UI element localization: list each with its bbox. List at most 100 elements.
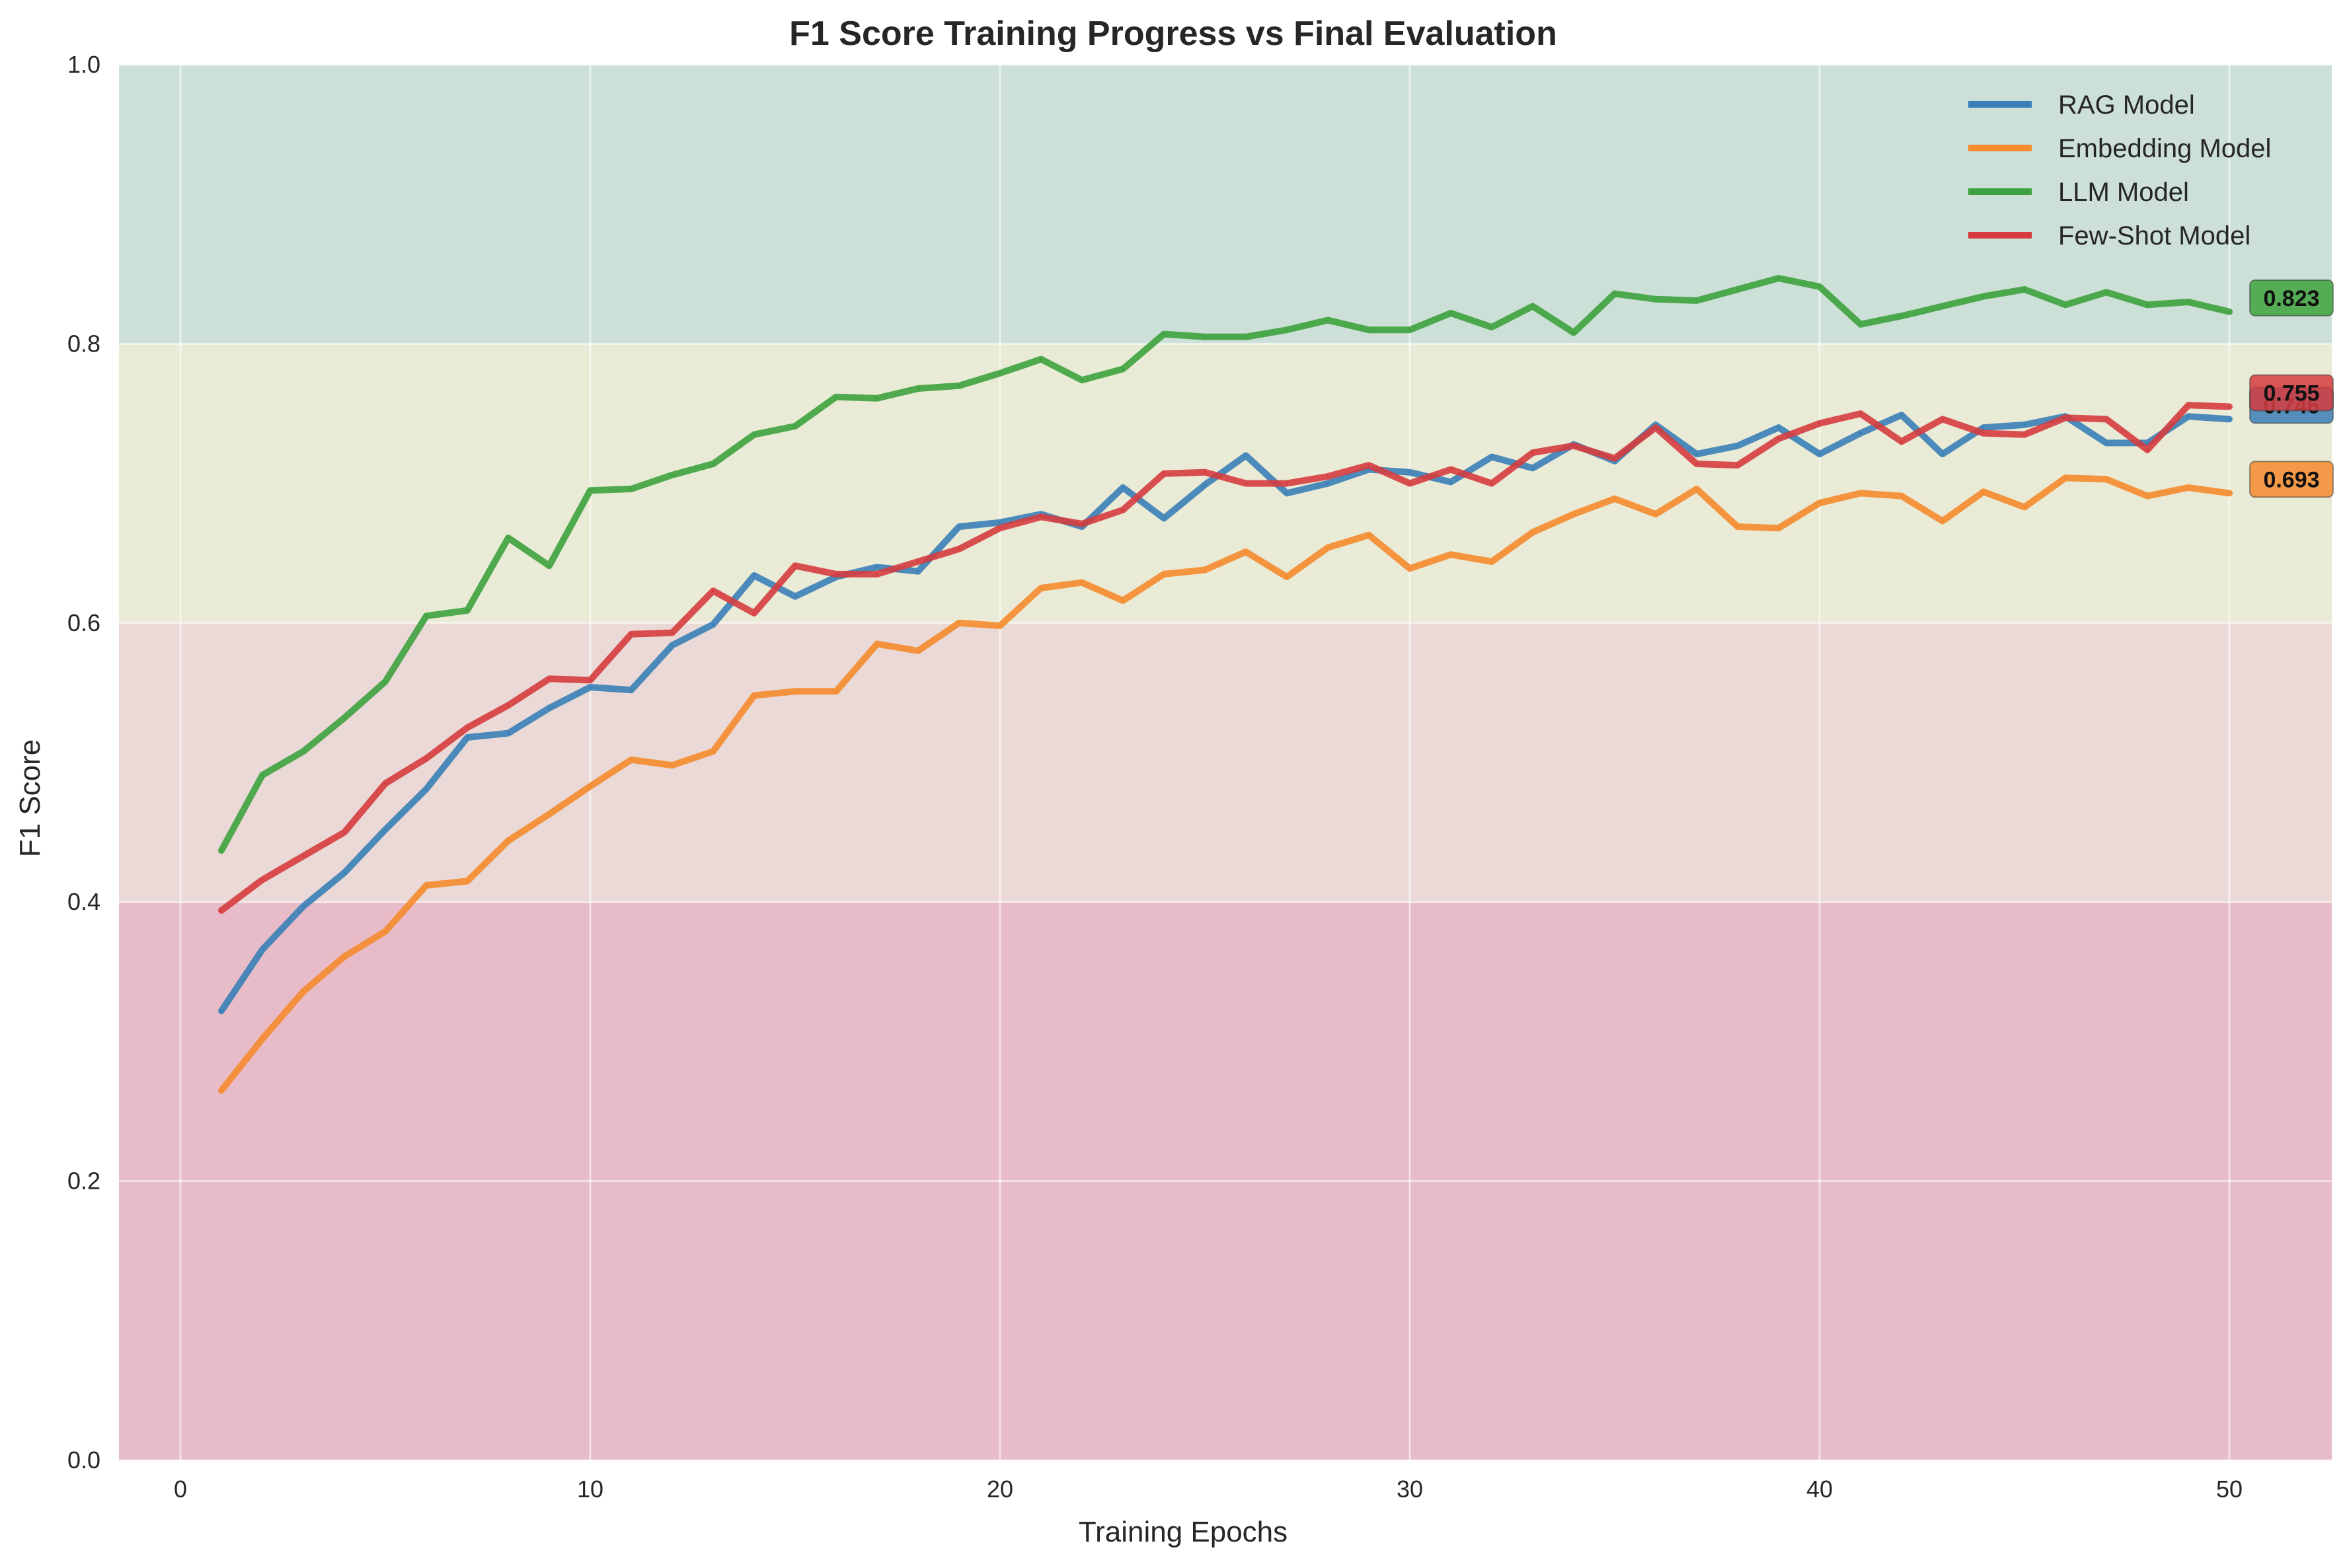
data-point-rag-model-41: [1859, 431, 1862, 435]
band-3: [119, 65, 2332, 344]
data-point-few-shot-model-17: [876, 572, 878, 576]
data-point-rag-model-2: [261, 948, 264, 952]
series-lines: [218, 275, 2233, 1094]
legend-label-rag-model: RAG Model: [2058, 91, 2195, 120]
tick-labels: 0 10 20 30 40 50 0.0 0.2 0.4 0.6 0.8 1.0: [67, 51, 2243, 1503]
data-point-embedding-model-47: [2105, 478, 2108, 481]
data-point-llm-model-19: [958, 384, 960, 387]
legend: RAG Model Embedding Model LLM Model Few-Sho…: [1968, 91, 2271, 250]
data-point-few-shot-model-44: [1982, 431, 1985, 435]
data-point-rag-model-37: [1695, 453, 1698, 456]
data-point-few-shot-model-47: [2105, 418, 2108, 421]
data-point-llm-model-6: [425, 615, 428, 618]
data-point-few-shot-model-14: [753, 612, 755, 615]
x-tick-label-3: 30: [1397, 1475, 1423, 1503]
data-point-rag-model-3: [302, 905, 305, 908]
data-point-llm-model-26: [1245, 335, 1247, 338]
data-point-llm-model-18: [917, 387, 919, 390]
data-point-embedding-model-27: [1286, 576, 1288, 579]
data-point-rag-model-42: [1900, 414, 1903, 417]
data-point-llm-model-45: [2023, 288, 2026, 291]
data-point-embedding-model-3: [302, 990, 305, 993]
data-point-llm-model-46: [2064, 303, 2067, 307]
data-point-embedding-model-38: [1736, 525, 1739, 529]
data-point-few-shot-model-10: [589, 679, 592, 682]
data-point-rag-model-20: [999, 521, 1001, 524]
data-point-llm-model-31: [1449, 311, 1452, 315]
data-point-embedding-model-28: [1327, 546, 1329, 549]
data-point-few-shot-model-43: [1941, 418, 1944, 421]
data-point-embedding-model-31: [1449, 553, 1452, 556]
x-tick-label-2: 20: [987, 1475, 1013, 1503]
data-point-embedding-model-22: [1081, 581, 1083, 584]
data-point-llm-model-40: [1818, 285, 1821, 288]
data-point-rag-model-38: [1736, 444, 1739, 447]
data-point-few-shot-model-31: [1449, 468, 1452, 471]
chart-title: F1 Score Training Progress vs Final Eval…: [789, 15, 1557, 53]
data-point-embedding-model-1: [220, 1089, 223, 1092]
data-point-embedding-model-26: [1245, 550, 1247, 554]
data-point-few-shot-model-39: [1777, 437, 1780, 441]
data-point-few-shot-model-23: [1122, 508, 1124, 511]
data-point-rag-model-19: [958, 525, 960, 529]
data-point-few-shot-model-13: [712, 589, 714, 593]
x-tick-label-0: 0: [174, 1475, 187, 1503]
data-point-embedding-model-44: [1982, 490, 1985, 494]
data-point-llm-model-49: [2187, 301, 2190, 304]
data-point-rag-model-44: [1982, 426, 1985, 429]
data-point-llm-model-11: [630, 488, 633, 491]
data-point-few-shot-model-19: [958, 547, 960, 550]
data-point-embedding-model-39: [1777, 527, 1780, 530]
data-point-rag-model-1: [220, 1009, 223, 1012]
data-point-llm-model-9: [548, 564, 551, 568]
data-point-rag-model-50: [2228, 418, 2231, 421]
data-point-few-shot-model-48: [2146, 448, 2149, 451]
data-point-llm-model-12: [671, 473, 673, 476]
data-point-embedding-model-9: [548, 813, 551, 816]
y-tick-label-2: 0.4: [67, 888, 100, 915]
data-point-llm-model-50: [2228, 310, 2231, 313]
data-point-few-shot-model-8: [507, 704, 510, 707]
data-point-llm-model-33: [1531, 305, 1534, 308]
data-point-few-shot-model-29: [1367, 464, 1370, 467]
data-point-embedding-model-10: [589, 784, 592, 788]
data-point-few-shot-model-7: [466, 726, 469, 729]
data-point-llm-model-16: [835, 395, 837, 398]
series-line-few-shot-model: [218, 402, 2233, 914]
data-point-rag-model-43: [1941, 453, 1944, 456]
data-point-embedding-model-11: [630, 758, 633, 761]
data-point-llm-model-22: [1081, 379, 1083, 382]
data-point-llm-model-34: [1572, 331, 1575, 334]
data-point-few-shot-model-1: [220, 909, 223, 912]
data-point-embedding-model-42: [1900, 494, 1903, 498]
y-tick-label-5: 1.0: [67, 51, 100, 78]
data-point-embedding-model-20: [999, 624, 1001, 628]
data-point-few-shot-model-46: [2064, 416, 2067, 420]
data-point-llm-model-1: [220, 849, 223, 852]
data-point-rag-model-45: [2023, 423, 2026, 426]
data-point-rag-model-27: [1286, 492, 1288, 495]
data-point-embedding-model-29: [1367, 533, 1370, 537]
final-label-llm-model: 0.823: [2263, 286, 2319, 311]
band-2: [119, 344, 2332, 623]
data-point-few-shot-model-28: [1327, 475, 1329, 478]
data-point-embedding-model-30: [1408, 567, 1411, 570]
data-point-few-shot-model-40: [1818, 422, 1821, 425]
data-point-llm-model-36: [1654, 297, 1657, 301]
data-point-rag-model-33: [1531, 467, 1534, 470]
x-tick-label-4: 40: [1806, 1475, 1833, 1503]
data-point-few-shot-model-50: [2228, 405, 2231, 408]
data-point-embedding-model-17: [876, 642, 878, 646]
data-point-few-shot-model-42: [1900, 440, 1903, 443]
data-point-rag-model-9: [548, 706, 551, 710]
band-1: [119, 622, 2332, 903]
data-point-embedding-model-46: [2064, 476, 2067, 480]
data-point-rag-model-25: [1204, 483, 1206, 486]
data-point-embedding-model-33: [1531, 531, 1534, 534]
data-point-embedding-model-34: [1572, 513, 1575, 516]
data-point-llm-model-39: [1777, 277, 1780, 280]
data-point-few-shot-model-6: [425, 757, 428, 760]
data-point-rag-model-5: [384, 828, 387, 831]
